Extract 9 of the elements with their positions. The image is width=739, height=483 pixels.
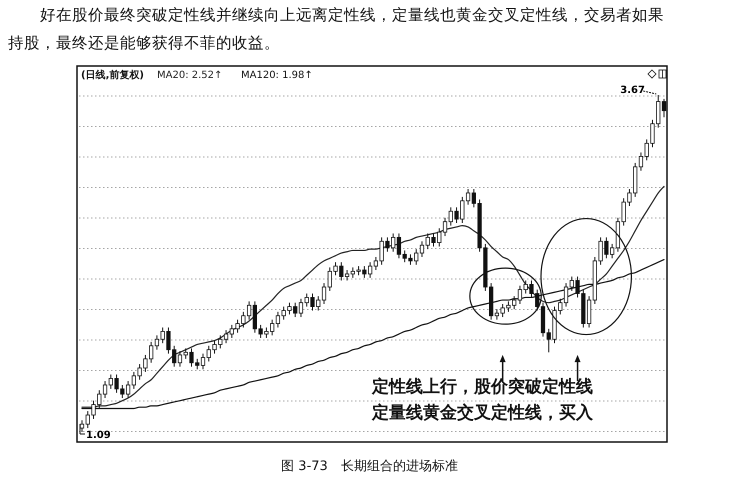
annotation: 定量线黄金交叉定性线，买入 xyxy=(371,403,594,423)
text: MA120: 1.98↑ xyxy=(241,70,313,81)
text: (日线,前复权) xyxy=(81,69,144,81)
chart-subtitle: 好在股价最终突破定性线并继续向上远离定性线，定量线也黄金交叉定性线，交易者如果持股，最终还是能够获得不菲的收益。 xyxy=(8,6,664,52)
text: 图 3-73 长期组合的进场标准 xyxy=(281,459,458,474)
annotation: 3.67 xyxy=(620,85,645,96)
annotation: 定性线上行，股价突破定性线 xyxy=(371,377,593,397)
annotation: 1.09 xyxy=(86,430,111,441)
text: MA20: 2.52↑ xyxy=(157,70,222,81)
